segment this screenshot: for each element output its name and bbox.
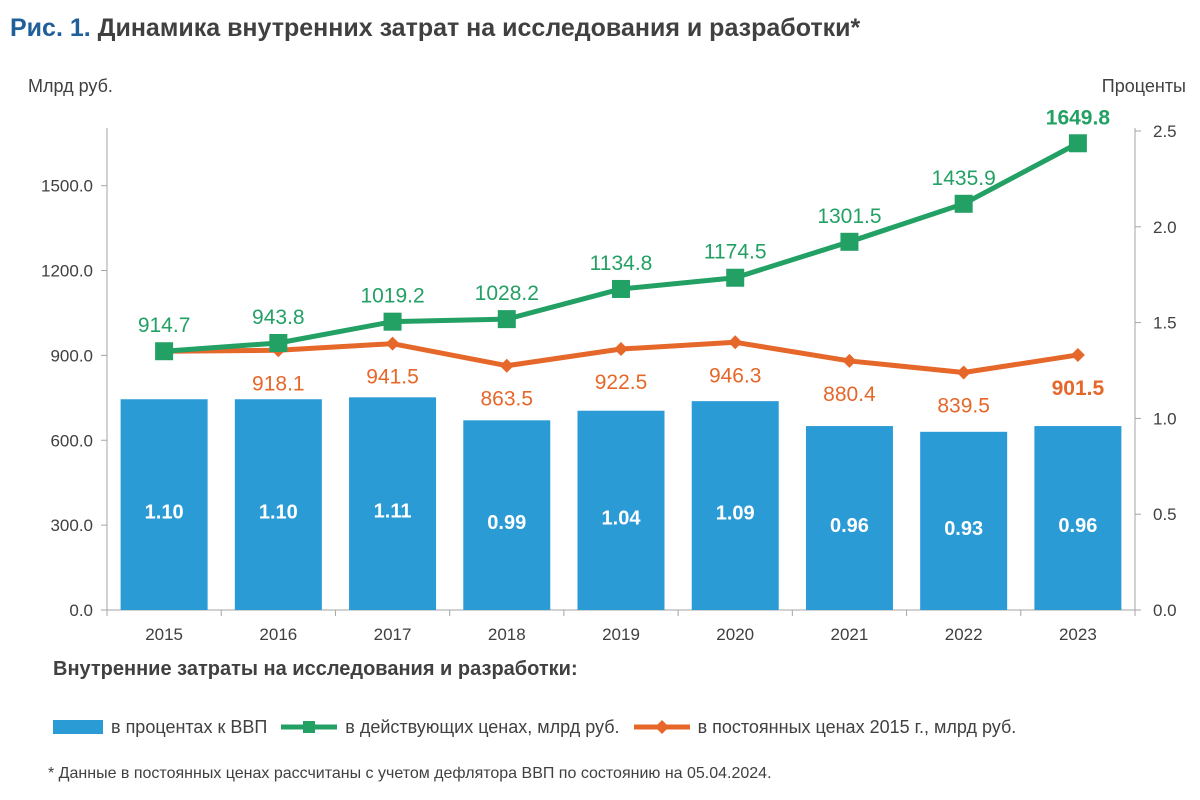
point-constant-prices: [385, 336, 400, 351]
data-label-current-prices: 914.7: [138, 314, 191, 337]
bar-data-label: 0.96: [830, 515, 869, 537]
y-left-tick-label: 1200.0: [41, 262, 93, 281]
y-right-tick-label: 1.0: [1153, 409, 1177, 428]
bar-data-label: 1.11: [374, 501, 412, 523]
x-tick-label: 2021: [831, 625, 869, 644]
point-current-prices: [954, 194, 973, 213]
data-label-constant-prices: 922.5: [595, 371, 648, 394]
data-label-constant-prices: 946.3: [709, 364, 762, 387]
legend-item-bars: в процентах к ВВП: [53, 717, 267, 738]
point-current-prices: [840, 232, 859, 251]
x-tick-label: 2020: [716, 625, 754, 644]
bar: [805, 426, 893, 610]
data-label-current-prices: 1019.2: [360, 285, 424, 308]
data-label-constant-prices: 918.1: [252, 372, 305, 395]
data-label-current-prices: 943.8: [252, 306, 305, 329]
legend-label-bars: в процентах к ВВП: [111, 716, 268, 737]
bar-data-label: 1.04: [602, 507, 642, 529]
bar: [691, 401, 779, 610]
legend-label-current: в действующих ценах, млрд руб.: [345, 716, 620, 737]
bar-data-label: 1.09: [716, 503, 755, 525]
data-label-constant-prices: 941.5: [366, 366, 419, 389]
bar: [234, 399, 322, 610]
y-left-tick-label: 600.0: [50, 431, 93, 450]
point-constant-prices: [842, 353, 857, 368]
legend-label-constant: в постоянных ценах 2015 г., млрд руб.: [697, 716, 1017, 737]
figure-number: Рис. 1.: [10, 14, 91, 42]
data-label-current-prices: 1028.2: [475, 282, 539, 305]
bar-data-label: 1.10: [145, 502, 184, 524]
point-current-prices: [155, 342, 174, 361]
bar-data-label: 1.10: [259, 502, 298, 524]
point-constant-prices: [1070, 347, 1085, 362]
legend-title: Внутренние затраты на исследования и раз…: [53, 658, 578, 680]
y-right-tick-label: 1.5: [1153, 314, 1177, 333]
bar: [349, 397, 437, 610]
bar: [463, 420, 551, 610]
legend-square-line-swatch: [281, 721, 338, 733]
x-tick-label: 2015: [145, 625, 183, 644]
y-right-tick-label: 2.0: [1153, 218, 1177, 237]
point-current-prices: [383, 312, 402, 331]
point-current-prices: [1068, 134, 1087, 153]
x-tick-label: 2016: [259, 625, 297, 644]
point-current-prices: [726, 268, 745, 287]
point-constant-prices: [956, 365, 971, 380]
chart-title: Рис. 1. Динамика внутренних затрат на ис…: [10, 14, 860, 43]
legend-item-constant: в постоянных ценах 2015 г., млрд руб.: [633, 716, 1017, 738]
data-label-current-prices: 1134.8: [590, 252, 653, 275]
point-current-prices: [612, 279, 630, 298]
data-label-constant-prices: 880.4: [823, 383, 876, 406]
x-tick-label: 2022: [945, 625, 983, 644]
point-constant-prices: [614, 342, 628, 357]
legend-item-current: в действующих ценах, млрд руб.: [281, 716, 620, 738]
bar: [920, 431, 1008, 610]
bar-data-label: 0.96: [1058, 515, 1097, 537]
point-current-prices: [269, 333, 288, 352]
point-current-prices: [497, 310, 516, 329]
x-tick-label: 2023: [1059, 625, 1097, 644]
legend-bar-swatch: [53, 720, 103, 734]
point-constant-prices: [499, 358, 514, 373]
y-axis-left-label: Млрд руб.: [28, 76, 113, 96]
y-left-tick-label: 900.0: [50, 346, 93, 365]
y-left-tick-label: 0.0: [69, 601, 93, 620]
x-tick-label: 2018: [488, 625, 526, 644]
data-label-constant-prices: 863.5: [480, 388, 533, 411]
x-tick-label: 2017: [374, 625, 412, 644]
data-label-constant-prices: 839.5: [937, 395, 990, 418]
data-label-current-prices: 1435.9: [932, 167, 996, 190]
y-right-tick-label: 0.0: [1153, 601, 1177, 620]
bar-data-label: 0.99: [487, 512, 526, 534]
bar-data-label: 0.93: [944, 518, 983, 540]
y-right-tick-label: 0.5: [1153, 505, 1177, 524]
data-label-constant-prices: 901.5: [1052, 377, 1105, 400]
legend: в процентах к ВВП в действующих ценах, м…: [53, 712, 1030, 742]
bar: [577, 410, 665, 610]
data-label-current-prices: 1649.8: [1046, 106, 1111, 129]
point-constant-prices: [728, 335, 743, 350]
bar: [1034, 426, 1122, 610]
figure-title-text: Динамика внутренних затрат на исследован…: [97, 14, 861, 42]
y-left-tick-label: 300.0: [50, 516, 93, 535]
footnote: * Данные в постоянных ценах рассчитаны с…: [48, 765, 772, 782]
chart-plot: 0.0 300.0 600.0 900.0 1200.0 1500.0 0.0 0.5 1.0 1…: [41, 106, 1177, 644]
y-right-tick-label: 2.5: [1153, 122, 1177, 141]
x-tick-label: 2019: [602, 625, 640, 644]
data-label-current-prices: 1174.5: [704, 241, 767, 264]
data-label-current-prices: 1301.5: [817, 205, 881, 228]
y-left-tick-label: 1500.0: [41, 177, 93, 196]
legend-diamond-line-swatch: [633, 720, 690, 734]
y-axis-right-label: Проценты: [1101, 76, 1186, 96]
bar: [120, 399, 208, 610]
